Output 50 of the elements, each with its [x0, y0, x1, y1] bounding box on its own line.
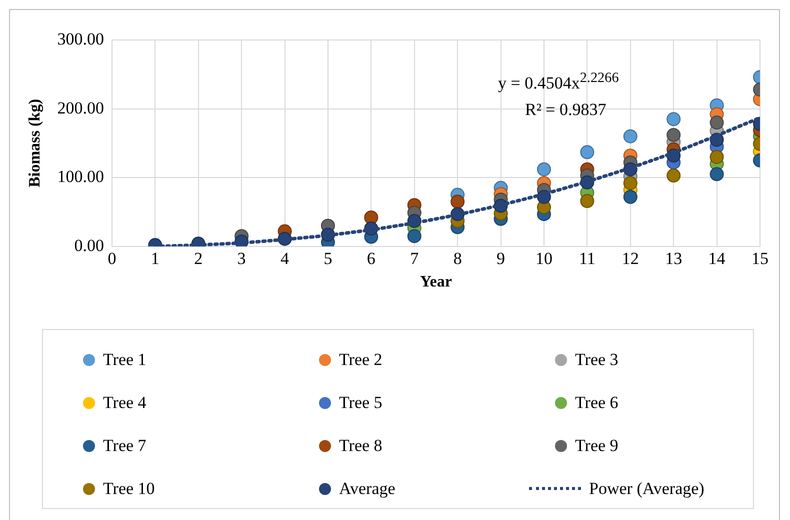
y-tick-label: 300.00	[57, 29, 104, 48]
x-tick-label: 13	[665, 249, 682, 268]
x-tick-label: 14	[708, 249, 726, 268]
point	[580, 194, 594, 208]
point	[623, 129, 638, 144]
annotation: y = 0.4504x$^{2.2266}$	[498, 70, 619, 94]
legend-label: Tree 7	[103, 436, 146, 456]
legend-label: Tree 1	[103, 350, 146, 370]
x-tick-label: 4	[280, 249, 290, 268]
point	[666, 168, 681, 183]
legend-label: Tree 6	[575, 392, 618, 412]
x-tick-label: 10	[535, 249, 552, 268]
legend-label: Tree 9	[575, 436, 618, 456]
x-tick-label: 11	[579, 249, 596, 268]
x-tick-label: 0	[108, 249, 116, 268]
point	[623, 190, 638, 204]
legend-label: Tree 10	[103, 478, 155, 498]
x-tick-label: 6	[366, 249, 376, 268]
x-tick-label: 15	[752, 249, 768, 268]
point	[450, 194, 465, 209]
point	[666, 112, 681, 126]
point	[536, 162, 551, 176]
point	[710, 150, 724, 164]
legend-label: Tree 4	[103, 392, 146, 412]
legend-label: Power (Average)	[589, 478, 704, 498]
x-tick-label: 7	[410, 249, 420, 268]
legend-label: Tree 2	[339, 350, 382, 370]
x-tick-label: 8	[453, 249, 462, 268]
y-axis-title: Biomass (kg)	[26, 98, 44, 188]
point	[710, 167, 724, 182]
point	[580, 145, 594, 160]
y-tick-label: 100.00	[57, 167, 104, 186]
x-tick-label: 9	[496, 249, 506, 268]
annotation: R² = 0.9837	[525, 100, 606, 120]
point	[407, 229, 422, 244]
point	[710, 116, 724, 130]
x-axis-title: Year	[420, 274, 452, 291]
y-tick-label: 0.00	[74, 236, 104, 255]
legend-label: Average	[339, 478, 396, 498]
x-tick-label: 3	[237, 249, 246, 268]
legend-label: Tree 8	[339, 436, 382, 456]
point	[666, 128, 681, 142]
x-tick-label: 12	[622, 249, 639, 268]
x-tick-label: 5	[324, 249, 332, 268]
x-tick-label: 2	[194, 249, 203, 268]
y-tick-label: 200.00	[57, 98, 104, 118]
legend-label: Tree 5	[339, 392, 382, 412]
x-tick-label: 1	[150, 249, 160, 268]
legend-label: Tree 3	[575, 350, 618, 370]
point	[623, 176, 638, 190]
